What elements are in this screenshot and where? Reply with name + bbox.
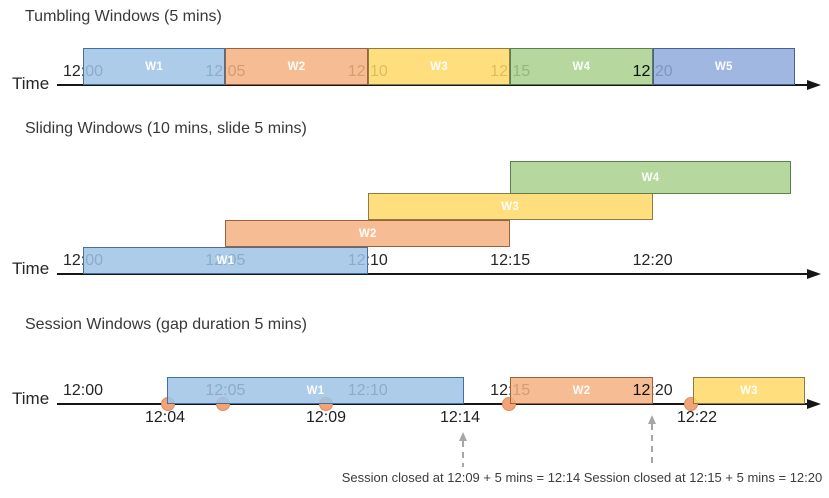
session-closed-annotation: Session closed at 12:15 + 5 mins = 12:20 (583, 470, 823, 485)
axis-tick-label: 12:15 (490, 63, 531, 80)
time-axis-line (57, 403, 810, 405)
annotation-arrow-line (651, 424, 653, 466)
event-time-label: 12:22 (676, 409, 718, 426)
axis-tick-label: 12:05 (205, 63, 246, 80)
window-w3: W3 (367, 48, 511, 85)
window-label: W5 (714, 60, 733, 73)
window-label: W2 (287, 60, 306, 73)
arrow-right-icon (807, 268, 821, 279)
window-label: W3 (501, 200, 520, 213)
annotation-arrow-head-icon (647, 415, 656, 424)
axis-tick-overlay-text: 12 (632, 382, 651, 399)
window-label: W1 (306, 384, 325, 397)
arrow-right-icon (807, 398, 821, 409)
time-axis-line (57, 273, 810, 275)
annotation-arrow-head-icon (458, 432, 467, 441)
time-axis-label: Time (12, 74, 50, 93)
event-time-label: 12:09 (305, 409, 347, 426)
section-title: Sliding Windows (10 mins, slide 5 mins) (25, 120, 307, 137)
window-w5: W5 (652, 48, 795, 85)
window-w3: W3 (367, 193, 653, 220)
axis-tick-label: 12:05 (205, 252, 246, 269)
event-dot (319, 397, 333, 411)
window-w1: W1 (83, 247, 368, 274)
window-w4: W4 (510, 48, 653, 85)
arrow-right-icon (807, 79, 821, 90)
axis-tick-label: 12:15 (490, 382, 531, 399)
time-axis-label: Time (12, 259, 50, 278)
window-label: W2 (572, 384, 591, 397)
window-w2: W2 (510, 377, 653, 404)
window-w4: W4 (510, 161, 791, 194)
event-time-label: 12:04 (144, 409, 186, 426)
axis-tick-label: 12:00 (62, 63, 104, 80)
time-axis-label: Time (12, 389, 50, 408)
axis-tick-label: 12:20 (632, 252, 673, 269)
time-axis-line (57, 84, 810, 86)
axis-tick-overlay: 12:20 (633, 62, 673, 82)
window-label: W4 (572, 60, 591, 73)
event-dot (216, 397, 230, 411)
axis-tick-label: 12:00 (62, 252, 104, 269)
axis-tick-label: 12:20 (632, 382, 673, 399)
section-title: Session Windows (gap duration 5 mins) (25, 316, 307, 333)
event-time-label: 12:14 (439, 409, 481, 426)
window-label: W3 (740, 384, 758, 397)
event-dot (502, 397, 516, 411)
window-w2: W2 (225, 48, 368, 85)
event-dot (161, 397, 175, 411)
window-label: W3 (430, 60, 448, 73)
window-w1: W1 (83, 48, 226, 85)
window-label: W2 (358, 227, 377, 240)
axis-tick-label: 12:10 (347, 252, 388, 269)
window-label: W1 (216, 254, 235, 267)
session-closed-annotation: Session closed at 12:09 + 5 mins = 12:14 (341, 470, 581, 485)
axis-tick-overlay: 12:20 (633, 381, 673, 401)
window-label: W4 (641, 171, 660, 184)
window-label: W1 (145, 60, 164, 73)
axis-tick-label: 12:20 (632, 63, 673, 80)
axis-tick-label: 12:15 (490, 252, 531, 269)
event-dot (684, 397, 698, 411)
axis-tick-label: 12:00 (62, 382, 104, 399)
axis-tick-label: 12:10 (347, 382, 388, 399)
section-title: Tumbling Windows (5 mins) (25, 8, 222, 25)
annotation-arrow-line (462, 441, 464, 467)
window-w1: W1 (167, 377, 464, 404)
window-w2: W2 (225, 220, 511, 247)
axis-tick-label: 12:05 (205, 382, 246, 399)
window-w3: W3 (693, 377, 805, 404)
axis-tick-label: 12:10 (347, 63, 388, 80)
axis-tick-overlay-text: 12 (632, 63, 651, 80)
